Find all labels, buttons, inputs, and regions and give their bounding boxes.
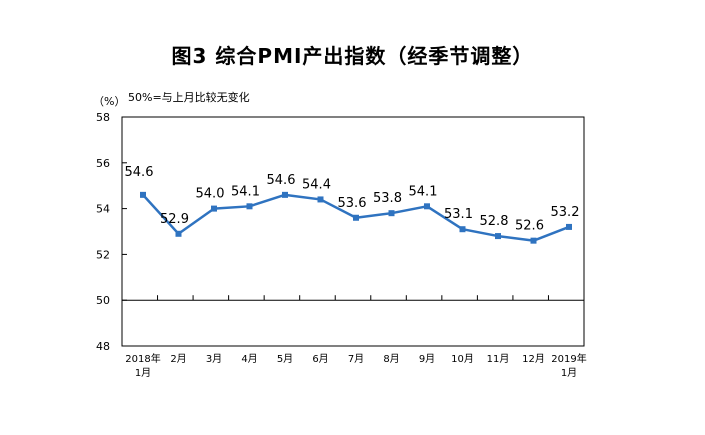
- x-tick-label: 5月: [277, 353, 293, 365]
- data-label: 54.1: [409, 184, 438, 199]
- y-tick-label: 50: [96, 294, 110, 307]
- x-tick-label: 12月: [522, 353, 545, 365]
- reference-note: 50%=与上月比较无变化: [128, 90, 250, 104]
- x-tick-label: 3月: [206, 353, 222, 365]
- plot-area-frame: [121, 116, 585, 347]
- data-point: [282, 191, 288, 198]
- x-tick-label: 7月: [348, 353, 364, 365]
- data-label: 52.9: [160, 212, 189, 227]
- y-tick-label: 54: [96, 203, 110, 216]
- data-point: [424, 203, 430, 210]
- data-label: 53.1: [444, 207, 473, 222]
- x-tick-label: 2019年 1月: [551, 352, 586, 379]
- x-tick-label: 2018年 1月: [125, 352, 160, 379]
- x-tick-label: 10月: [451, 353, 474, 365]
- x-tick-label: 4月: [241, 353, 257, 365]
- data-point: [317, 196, 324, 203]
- data-label: 54.6: [267, 173, 296, 188]
- data-point: [353, 214, 359, 221]
- y-tick-label: 56: [96, 157, 110, 170]
- data-point: [566, 223, 572, 230]
- data-label: 53.8: [373, 191, 402, 206]
- data-label: 54.4: [302, 177, 331, 192]
- data-point: [211, 205, 217, 212]
- x-tick-label: 9月: [419, 353, 435, 365]
- x-tick-label: 8月: [383, 353, 399, 365]
- data-point: [140, 191, 146, 198]
- data-point: [530, 237, 537, 244]
- data-label: 54.1: [231, 184, 260, 199]
- y-tick-label: 58: [96, 111, 110, 124]
- x-tick-label: 2月: [170, 353, 186, 365]
- data-point: [388, 210, 395, 217]
- data-label: 52.8: [480, 214, 509, 229]
- x-tick-label: 11月: [487, 353, 510, 365]
- data-label: 52.6: [515, 219, 544, 234]
- data-point: [175, 230, 182, 237]
- data-point: [246, 203, 253, 210]
- data-label: 53.6: [338, 196, 367, 211]
- data-label: 54.6: [125, 165, 154, 180]
- x-tick-label: 6月: [312, 353, 328, 365]
- y-tick-label: 52: [96, 248, 110, 261]
- data-label: 53.2: [551, 205, 580, 220]
- data-point: [495, 233, 501, 240]
- y-tick-label: 48: [96, 340, 110, 353]
- y-axis-unit: （%）: [93, 95, 125, 108]
- chart-title: 图3 综合PMI产出指数（经季节调整）: [171, 44, 534, 68]
- data-label: 54.0: [196, 187, 225, 202]
- data-point: [459, 226, 466, 233]
